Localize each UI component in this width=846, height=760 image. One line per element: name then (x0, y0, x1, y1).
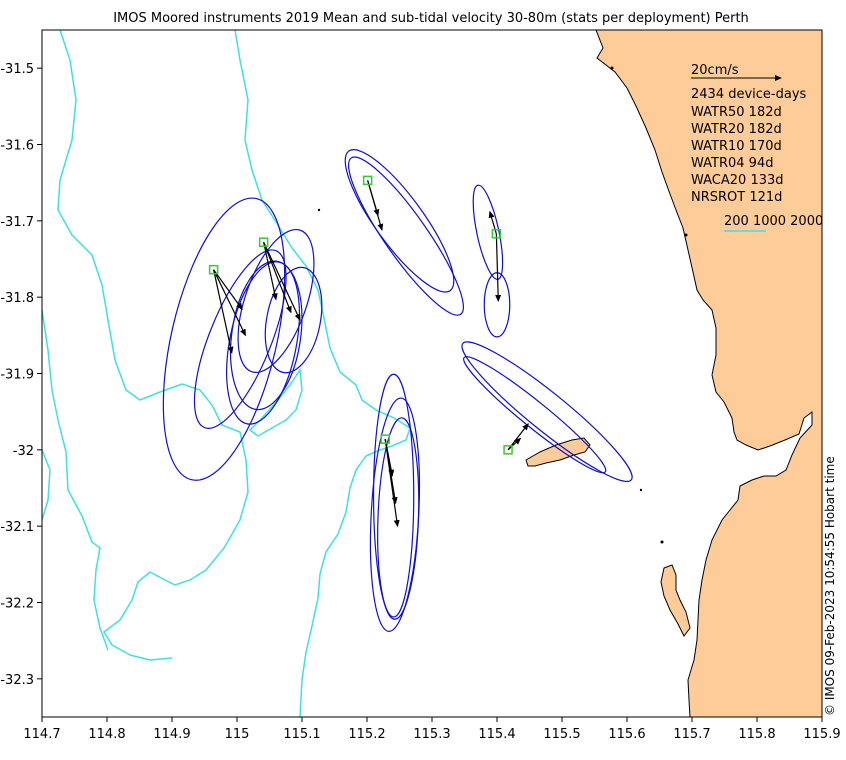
y-tick-label: -31.6 (0, 139, 34, 154)
velocity-arrow (213, 269, 246, 337)
legend-scale-label: 20cm/s (691, 63, 739, 78)
x-tick-label: 115.1 (283, 727, 320, 742)
variance-ellipse (369, 397, 421, 632)
variance-ellipse (230, 260, 303, 411)
rottnest-island (525, 437, 591, 467)
y-axis: -31.5 -31.6 -31.7 -31.8 -31.9 -32 -32.1 -32.2 -3… (0, 62, 42, 688)
map-title: IMOS Moored instruments 2019 Mean and su… (113, 11, 749, 26)
variance-ellipse (461, 341, 633, 483)
y-tick-label: -31.7 (0, 215, 34, 230)
legend-entry-nrsrot: NRSROT 121d (691, 190, 782, 205)
mooring-markers (208, 175, 513, 455)
x-tick-label: 115 (225, 727, 250, 742)
x-tick-label: 114.9 (153, 727, 190, 742)
mooring-marker (491, 229, 502, 239)
mainland-land (595, 30, 822, 717)
isobath-1000m-loop (248, 367, 303, 437)
mooring-marker (258, 237, 269, 247)
x-tick-label: 115.3 (413, 727, 450, 742)
y-tick-label: -32.2 (0, 597, 34, 612)
mooring-marker (362, 175, 373, 186)
x-tick-label: 114.8 (88, 727, 125, 742)
coastal-rock (639, 488, 643, 492)
legend-entry-watr20: WATR20 182d (691, 122, 782, 137)
x-tick-label: 115.4 (478, 727, 515, 742)
variance-ellipses (162, 149, 633, 632)
legend-entry-watr50: WATR50 182d (691, 105, 782, 120)
y-tick-label: -32.3 (0, 673, 34, 688)
credit-text: © IMOS 09-Feb-2023 10:54:55 Hobart time (823, 456, 837, 716)
velocity-arrow (263, 242, 278, 301)
y-tick-label: -31.9 (0, 368, 34, 383)
variance-ellipse (264, 266, 323, 374)
variance-ellipse (372, 373, 415, 618)
legend-total: 2434 device-days (691, 87, 807, 102)
x-tick-label: 115.5 (543, 727, 580, 742)
isobath-1000m (57, 30, 249, 661)
isobath-2000m (42, 309, 109, 651)
y-tick-label: -31.5 (0, 62, 34, 77)
map-area: 20cm/s 2434 device-days WATR50 182d WATR… (42, 30, 836, 717)
legend-entry-watr04: WATR04 94d (691, 156, 773, 171)
variance-ellipse (162, 197, 286, 481)
mooring-marker (380, 434, 390, 444)
velocity-arrow (263, 241, 292, 314)
garden-island (660, 564, 691, 637)
variance-ellipse (237, 228, 315, 374)
velocity-arrow (213, 269, 243, 311)
y-tick-label: -32.1 (0, 520, 34, 535)
variance-ellipse (347, 156, 465, 316)
legend-isobath-label: 200 1000 2000m (724, 214, 836, 229)
y-tick-label: -32 (13, 444, 34, 459)
x-tick-label: 115.7 (673, 727, 710, 742)
x-tick-label: 115.9 (803, 727, 840, 742)
velocity-arrow (263, 241, 301, 321)
velocity-arrow (213, 269, 234, 354)
velocity-arrow (384, 439, 400, 528)
velocity-arrow (495, 233, 502, 302)
variance-ellipse (193, 249, 287, 429)
x-tick-label: 115.8 (738, 727, 775, 742)
coastal-rock (660, 540, 664, 544)
isobath-200m (234, 30, 411, 717)
x-axis: 114.7 114.8 114.9 115 115.1 115.2 115.3 115.4 11… (23, 717, 841, 742)
x-tick-label: 115.6 (608, 727, 645, 742)
x-tick-label: 114.7 (23, 727, 60, 742)
velocity-arrow (367, 180, 384, 231)
mooring-marker (208, 264, 219, 275)
legend-entry-watr10: WATR10 170d (691, 139, 782, 154)
mooring-marker (503, 445, 513, 455)
isobath-2000m-west (42, 449, 51, 521)
coastal-rock (684, 233, 688, 237)
coastal-rock (317, 208, 321, 212)
legend: 20cm/s 2434 device-days WATR50 182d WATR… (691, 63, 836, 232)
y-tick-label: -31.8 (0, 291, 34, 306)
legend-entry-waca20: WACA20 133d (691, 173, 784, 188)
coastal-rock (610, 66, 614, 70)
x-tick-label: 115.2 (348, 727, 385, 742)
